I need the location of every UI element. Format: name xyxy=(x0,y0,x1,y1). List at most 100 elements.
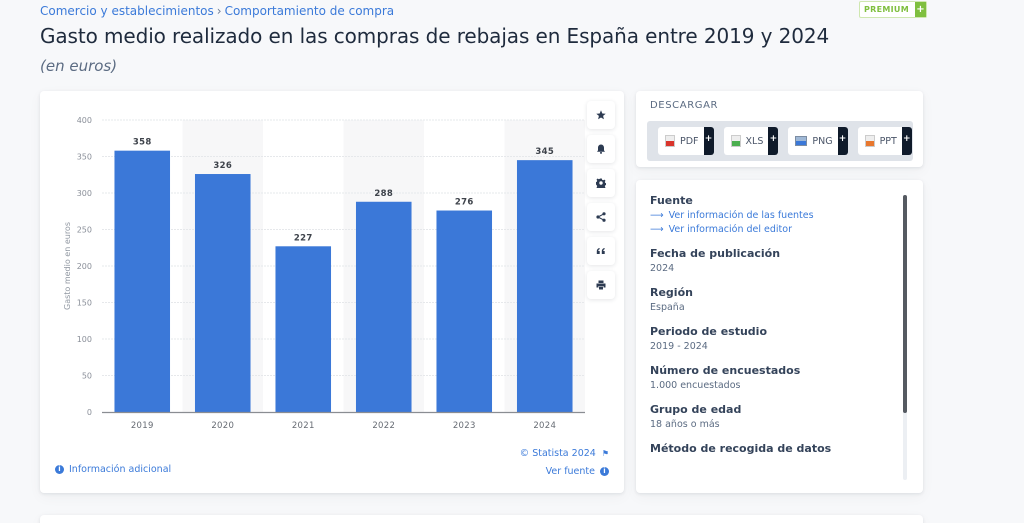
source-info-card: Fuente ⟶ Ver información de las fuentes ⟶… xyxy=(636,180,923,493)
breadcrumb-item-comportamiento[interactable]: Comportamiento de compra xyxy=(224,4,395,18)
share-icon xyxy=(596,212,606,222)
copyright-text: © Statista 2024 xyxy=(519,448,596,459)
field-label: Método de recogida de datos xyxy=(650,442,832,455)
y-axis-ticks: 0 50 100 150 200 250 300 350 400 xyxy=(77,116,92,417)
png-image-icon xyxy=(795,136,808,146)
cite-button[interactable] xyxy=(587,237,615,265)
arrow-right-icon: ⟶ xyxy=(650,224,664,235)
chart-toolbar xyxy=(587,101,615,305)
y-tick-label: 50 xyxy=(82,372,92,381)
plus-icon[interactable]: + xyxy=(901,127,912,155)
download-png-button[interactable]: PNG + xyxy=(788,127,848,155)
x-tick-label: 2023 xyxy=(453,421,476,431)
data-label: 326 xyxy=(213,161,232,171)
publisher-info-link-label: Ver información del editor xyxy=(668,224,792,235)
page-title: Gasto medio realizado en las compras de … xyxy=(40,24,830,48)
statista-copyright[interactable]: © Statista 2024 ⚑ xyxy=(520,448,609,459)
print-button[interactable] xyxy=(587,271,615,299)
breadcrumb-item-comercio[interactable]: Comercio y establecimientos xyxy=(40,4,214,18)
x-tick-label: 2020 xyxy=(211,421,234,431)
source-info-link[interactable]: ⟶ Ver información de las fuentes xyxy=(650,210,900,221)
scrollbar-thumb[interactable] xyxy=(903,195,907,413)
premium-label: PREMIUM xyxy=(864,5,909,14)
source-heading: Fuente xyxy=(650,194,693,207)
download-card: DESCARGAR PDF + XLS + PNG + PPT + xyxy=(636,91,923,167)
data-label: 345 xyxy=(535,147,554,157)
download-png-label: PNG xyxy=(812,135,833,147)
bar-2023[interactable] xyxy=(436,210,493,412)
share-button[interactable] xyxy=(587,203,615,231)
plus-icon[interactable]: + xyxy=(837,127,848,155)
y-tick-label: 250 xyxy=(77,226,92,235)
premium-badge[interactable]: PREMIUM + xyxy=(859,1,927,18)
download-ppt-label: PPT xyxy=(879,135,897,147)
download-buttons: PDF + XLS + PNG + PPT + xyxy=(647,121,913,161)
download-title: DESCARGAR xyxy=(650,100,719,111)
y-tick-label: 300 xyxy=(77,189,92,198)
field-value: 18 años o más xyxy=(650,419,720,430)
additional-info-link[interactable]: i Información adicional xyxy=(55,464,171,475)
bar-2024[interactable] xyxy=(516,160,573,412)
data-label: 288 xyxy=(374,189,393,199)
field-value: España xyxy=(650,302,685,313)
y-tick-label: 150 xyxy=(77,299,92,308)
field-value: 1.000 encuestados xyxy=(650,380,741,391)
view-source-link[interactable]: Ver fuente i xyxy=(546,466,609,477)
x-tick-label: 2022 xyxy=(372,421,395,431)
download-ppt-button[interactable]: PPT + xyxy=(857,127,912,155)
favorite-button[interactable] xyxy=(587,101,615,129)
bar-2020[interactable] xyxy=(194,174,251,412)
bars xyxy=(114,150,573,412)
view-source-label: Ver fuente xyxy=(545,466,595,477)
notification-button[interactable] xyxy=(587,135,615,163)
page-subtitle: (en euros) xyxy=(40,57,118,75)
print-icon xyxy=(596,280,606,290)
x-tick-label: 2019 xyxy=(131,421,154,431)
source-info-link-label: Ver información de las fuentes xyxy=(668,210,814,221)
field-label: Grupo de edad xyxy=(650,403,742,416)
info-icon: i xyxy=(600,467,609,476)
publisher-info-link[interactable]: ⟶ Ver información del editor xyxy=(650,224,900,235)
next-section-card xyxy=(40,515,923,523)
scrollbar[interactable] xyxy=(903,195,907,480)
breadcrumb: Comercio y establecimientos › Comportamien… xyxy=(40,4,394,18)
field-value: 2019 - 2024 xyxy=(650,341,708,352)
download-xls-button[interactable]: XLS + xyxy=(723,127,779,155)
download-xls-label: XLS xyxy=(745,135,764,147)
breadcrumb-separator: › xyxy=(216,4,222,18)
download-pdf-label: PDF xyxy=(680,135,699,147)
field-label: Número de encuestados xyxy=(650,364,801,377)
field-label: Periodo de estudio xyxy=(650,325,767,338)
bar-2021[interactable] xyxy=(275,246,332,412)
x-axis-ticks: 2019 2020 2021 2022 2023 2024 xyxy=(131,421,556,431)
gear-icon xyxy=(596,178,606,188)
pdf-file-icon xyxy=(665,135,675,147)
data-labels: 358 326 227 288 276 345 xyxy=(133,138,554,244)
field-label: Fecha de publicación xyxy=(650,247,781,260)
flag-icon: ⚑ xyxy=(601,449,609,458)
info-icon: i xyxy=(55,465,64,474)
x-tick-label: 2024 xyxy=(533,421,556,431)
source-info-list: Fuente ⟶ Ver información de las fuentes ⟶… xyxy=(650,194,900,458)
bar-2022[interactable] xyxy=(355,201,412,412)
bar-2019[interactable] xyxy=(114,150,171,412)
grid-lines xyxy=(102,119,585,376)
data-label: 276 xyxy=(455,198,474,208)
chart-card: 358 326 227 288 276 345 2019 2020 2021 2022 2023 2… xyxy=(40,91,624,493)
settings-button[interactable] xyxy=(587,169,615,197)
field-label: Región xyxy=(650,286,693,299)
y-tick-label: 400 xyxy=(77,116,92,125)
plus-icon[interactable]: + xyxy=(768,127,779,155)
y-axis-label: Gasto medio en euros xyxy=(63,222,72,310)
y-tick-label: 200 xyxy=(77,262,92,271)
download-pdf-button[interactable]: PDF + xyxy=(658,127,714,155)
plus-icon[interactable]: + xyxy=(703,127,714,155)
bell-icon xyxy=(597,144,605,154)
star-icon xyxy=(596,110,606,120)
quote-icon xyxy=(596,248,605,254)
data-label: 227 xyxy=(294,233,313,243)
ppt-file-icon xyxy=(864,135,875,147)
plus-icon: + xyxy=(914,2,926,17)
y-tick-label: 100 xyxy=(77,335,92,344)
